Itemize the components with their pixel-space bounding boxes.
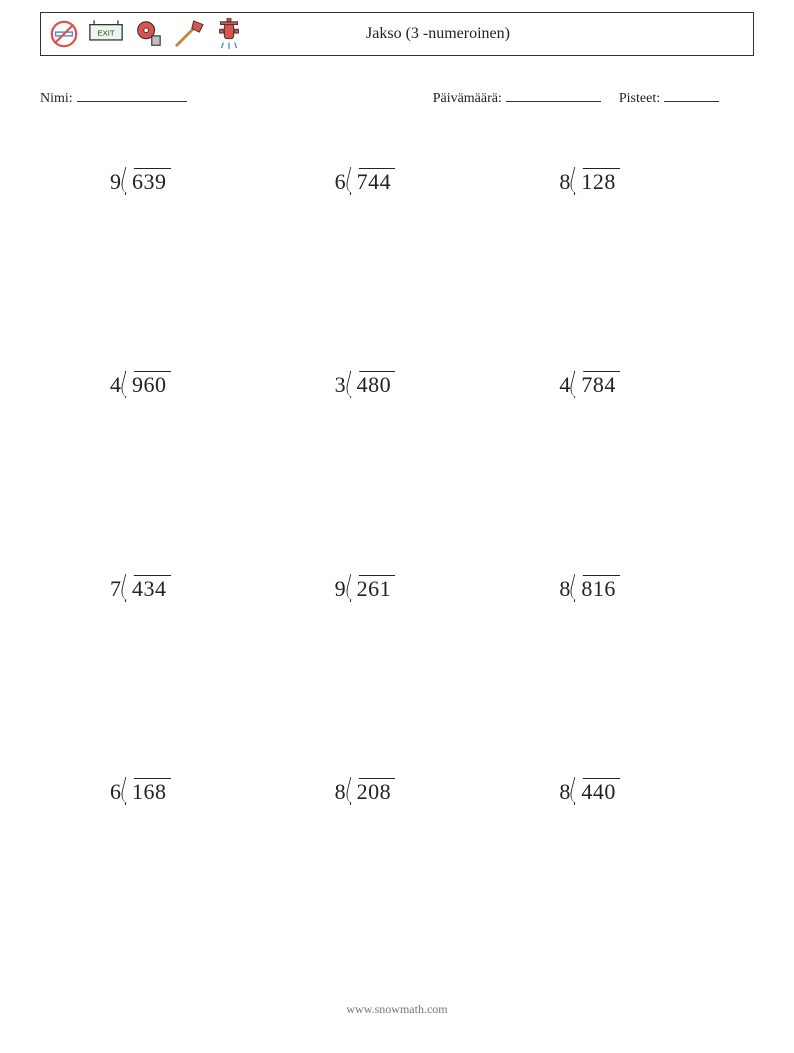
division-bracket: 208: [350, 778, 396, 805]
header-box: EXIT: [40, 12, 754, 56]
axe-icon: [173, 19, 205, 49]
division-bracket: 128: [574, 168, 620, 195]
long-division: 6744: [335, 168, 396, 195]
dividend: 168: [132, 779, 167, 804]
problem-cell: 4784: [509, 343, 734, 546]
dividend: 744: [357, 169, 392, 194]
division-bracket: 960: [125, 371, 171, 398]
division-bracket: 261: [350, 575, 396, 602]
dividend: 208: [357, 779, 392, 804]
long-division: 8816: [559, 575, 620, 602]
dividend: 434: [132, 576, 167, 601]
exit-sign-icon: EXIT: [89, 19, 123, 49]
dividend: 261: [357, 576, 392, 601]
problem-cell: 9261: [285, 547, 510, 750]
no-smoking-icon: [49, 19, 79, 49]
fire-alarm-icon: [133, 19, 163, 49]
date-field: Päivämäärä:: [433, 88, 601, 107]
footer-text: www.snowmath.com: [0, 1002, 794, 1017]
dividend: 128: [581, 169, 616, 194]
problem-cell: 4960: [60, 343, 285, 546]
dividend: 784: [581, 372, 616, 397]
problem-cell: 6744: [285, 140, 510, 343]
hydrant-icon: [215, 18, 243, 50]
long-division: 9639: [110, 168, 171, 195]
problem-cell: 8208: [285, 750, 510, 953]
problem-cell: 7434: [60, 547, 285, 750]
info-row: Nimi: Päivämäärä: Pisteet:: [40, 88, 754, 107]
problem-cell: 8816: [509, 547, 734, 750]
long-division: 3480: [335, 371, 396, 398]
division-bracket: 784: [574, 371, 620, 398]
score-field: Pisteet:: [619, 88, 719, 107]
division-bracket: 480: [350, 371, 396, 398]
division-bracket: 816: [574, 575, 620, 602]
date-label: Päivämäärä:: [433, 91, 502, 107]
problems-grid: 9639 6744 8128 4960 3480 4784 7434 9261 8816 6168…: [60, 140, 734, 953]
problem-cell: 8128: [509, 140, 734, 343]
long-division: 9261: [335, 575, 396, 602]
long-division: 7434: [110, 575, 171, 602]
problem-cell: 3480: [285, 343, 510, 546]
long-division: 4784: [559, 371, 620, 398]
long-division: 8128: [559, 168, 620, 195]
header-icons: EXIT: [41, 18, 243, 50]
long-division: 6168: [110, 778, 171, 805]
dividend: 440: [581, 779, 616, 804]
problem-cell: 6168: [60, 750, 285, 953]
page-title: Jakso (3 -numeroinen): [243, 25, 753, 43]
name-field: Nimi:: [40, 88, 187, 107]
division-bracket: 434: [125, 575, 171, 602]
division-bracket: 440: [574, 778, 620, 805]
score-underline[interactable]: [664, 88, 719, 102]
name-underline[interactable]: [77, 88, 187, 102]
dividend: 480: [357, 372, 392, 397]
long-division: 8440: [559, 778, 620, 805]
dividend: 960: [132, 372, 167, 397]
date-underline[interactable]: [506, 88, 601, 102]
worksheet-page: EXIT: [0, 0, 794, 1053]
division-bracket: 639: [125, 168, 171, 195]
division-bracket: 168: [125, 778, 171, 805]
long-division: 8208: [335, 778, 396, 805]
name-label: Nimi:: [40, 91, 73, 107]
problem-cell: 8440: [509, 750, 734, 953]
dividend: 639: [132, 169, 167, 194]
dividend: 816: [581, 576, 616, 601]
long-division: 4960: [110, 371, 171, 398]
score-label: Pisteet:: [619, 91, 660, 107]
svg-text:EXIT: EXIT: [98, 29, 115, 38]
division-bracket: 744: [350, 168, 396, 195]
problem-cell: 9639: [60, 140, 285, 343]
